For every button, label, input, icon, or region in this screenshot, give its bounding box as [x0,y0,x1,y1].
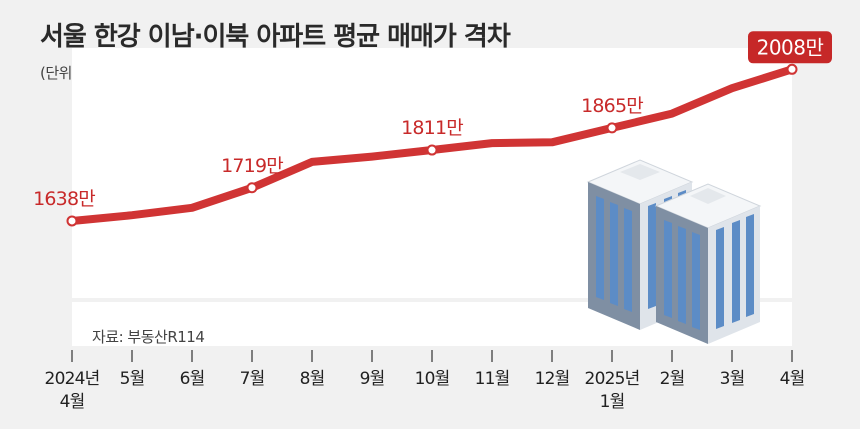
x-tick-label: 4월 [780,369,805,389]
x-tick-label: 7월 [240,369,265,389]
data-labels: 1638만 1719만 1811만 1865만 2008만 [33,31,832,210]
data-point-marker [66,215,78,227]
x-tick-label: 12월 [535,369,570,389]
x-tick-label: 3월 [720,369,745,389]
x-tick-label: 1월 [600,392,625,412]
x-tick-label: 2월 [660,369,685,389]
x-tick-label: 5월 [120,369,145,389]
data-markers [66,63,798,227]
x-tick-label: 6월 [180,369,205,389]
x-tick-label: 4월 [60,392,85,412]
data-label: 1811만 [401,117,463,139]
x-tick-label: 8월 [300,369,325,389]
front-building-windows [664,214,754,330]
data-point-marker [246,182,258,194]
x-tick-label: 2025년 [585,369,640,389]
data-point-marker [606,122,618,134]
source-note: 자료: 부동산R114 [92,328,205,346]
data-point-marker [426,144,438,156]
data-label: 1719만 [221,155,283,177]
x-tick-label: 11월 [475,369,510,389]
x-tick-label: 10월 [415,369,450,389]
x-tick-label: 9월 [360,369,385,389]
highlight-label-box [748,31,832,64]
chart-title: 서울 한강 이남·이북 아파트 평균 매매가 격차 [40,22,511,52]
x-tick-label: 2024년 [45,369,100,389]
x-axis: 2024년 4월 5월 6월 7월 8월 9월 10월 11월 12월 2025년 1월 2월 3월 4월 [45,350,805,412]
data-label: 1638만 [33,188,95,210]
data-point-marker [786,63,798,75]
data-label-highlight: 2008만 [757,35,824,59]
building-illustration [586,159,762,344]
data-label: 1865만 [581,95,643,117]
